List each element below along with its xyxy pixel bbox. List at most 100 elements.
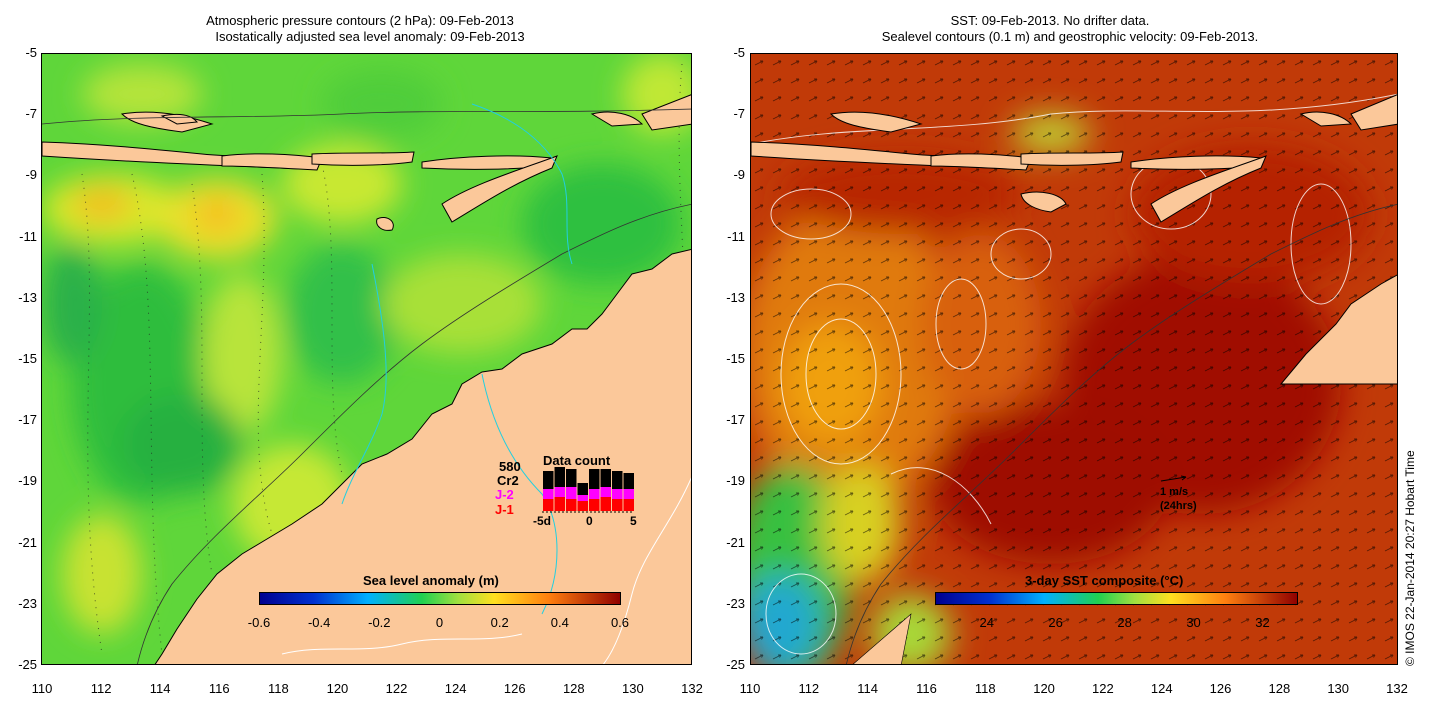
velocity-scale-note: (24hrs) <box>1160 500 1197 512</box>
latitude-label: -9 <box>733 167 745 183</box>
longitude-label: 130 <box>622 681 644 696</box>
histogram-bar-segment <box>589 489 600 499</box>
longitude-label: 122 <box>1092 681 1114 696</box>
longitude-label: 120 <box>326 681 349 696</box>
data-count-sat-j1: J-1 <box>495 502 514 517</box>
velocity-scale-value: 1 m/s <box>1160 486 1189 498</box>
left-title-line1: Atmospheric pressure contours (2 hPa): 0… <box>206 13 514 28</box>
sea-level-map-graphic <box>42 54 691 664</box>
latitude-label: -21 <box>18 534 37 550</box>
histogram-bar-segment <box>554 467 565 487</box>
data-count-sat-j2: J-2 <box>495 487 514 502</box>
latitude-label: -15 <box>726 351 745 366</box>
longitude-label: 128 <box>1268 681 1291 696</box>
velocity-scale-arrow <box>1160 475 1187 482</box>
right-title-line1: SST: 09-Feb-2013. No drifter data. <box>950 13 1150 28</box>
histogram-bar-segment <box>589 469 600 489</box>
latitude-label: -19 <box>726 473 745 489</box>
sla-colorbar <box>259 592 621 605</box>
sst-colorbar <box>935 592 1298 605</box>
colorbar-tick-label: 30 <box>1186 615 1201 630</box>
latitude-label: -21 <box>726 534 745 550</box>
longitude-label: 132 <box>681 681 703 696</box>
latitude-label: -23 <box>726 595 745 611</box>
latitude-label: -23 <box>18 595 37 611</box>
histogram-bar-segment <box>623 473 634 489</box>
longitude-label: 112 <box>90 681 112 696</box>
histogram-bar-segment <box>543 471 554 489</box>
colorbar-tick-label: 28 <box>1117 615 1132 630</box>
data-count-total: 580 <box>499 459 521 474</box>
histogram-bar-segment <box>612 489 623 499</box>
histogram-bar-segment <box>612 499 623 511</box>
sea-level-anomaly-map <box>41 53 692 665</box>
longitude-label: 126 <box>1209 681 1232 696</box>
histogram-bar-segment <box>600 487 611 497</box>
latitude-label: -13 <box>726 289 745 305</box>
data-count-sat-cr2: Cr2 <box>497 473 519 488</box>
histogram-bar-segment <box>554 487 565 497</box>
colorbar-tick-label: 32 <box>1255 615 1270 630</box>
longitude-label: 118 <box>974 681 996 696</box>
colorbar-tick-label: -0.4 <box>307 615 331 630</box>
longitude-label: 110 <box>31 681 53 696</box>
longitude-label: 114 <box>149 681 171 696</box>
histogram-bar-segment <box>554 497 565 511</box>
latitude-label: -17 <box>726 412 745 428</box>
histogram-bar-segment <box>543 499 554 511</box>
latitude-label: -25 <box>18 657 37 672</box>
histogram-bar-segment <box>566 499 577 511</box>
colorbar-tick-label: -0.6 <box>247 615 271 630</box>
data-count-x-label: 5 <box>630 514 637 528</box>
latitude-label: -5 <box>25 45 37 60</box>
data-count-histogram <box>542 467 634 513</box>
longitude-label: 116 <box>208 681 230 696</box>
latitude-label: -7 <box>25 106 37 122</box>
longitude-label: 120 <box>1033 681 1055 696</box>
sst-map-graphic <box>751 54 1397 664</box>
histogram-bar-segment <box>577 495 588 501</box>
longitude-label: 122 <box>385 681 408 696</box>
longitude-label: 132 <box>1386 681 1408 696</box>
histogram-bar-segment <box>577 483 588 495</box>
histogram-bar-segment <box>577 501 588 511</box>
colorbar-tick-label: 0 <box>435 615 444 630</box>
longitude-label: 116 <box>916 681 937 696</box>
longitude-label: 124 <box>1150 681 1173 696</box>
latitude-label: -7 <box>733 106 745 122</box>
data-count-x-label: 0 <box>586 514 593 528</box>
colorbar-tick-label: 26 <box>1048 615 1063 630</box>
colorbar-tick-label: -0.2 <box>368 615 391 630</box>
latitude-label: -17 <box>18 412 37 428</box>
latitude-label: -9 <box>25 167 37 183</box>
longitude-label: 124 <box>444 681 467 696</box>
histogram-bar-segment <box>566 487 577 499</box>
latitude-label: -15 <box>18 351 37 366</box>
histogram-bar-segment <box>623 499 634 511</box>
imos-credit: © IMOS 22-Jan-2014 20:27 Hobart Time <box>1403 450 1417 666</box>
latitude-label: -11 <box>19 228 37 244</box>
sst-map <box>750 53 1398 665</box>
latitude-label: -19 <box>18 473 37 489</box>
colorbar-tick-label: 0.4 <box>550 615 569 630</box>
histogram-bar-segment <box>600 497 611 511</box>
histogram-bar-segment <box>612 471 623 489</box>
longitude-label: 128 <box>562 681 585 696</box>
colorbar-tick-label: 24 <box>979 615 994 630</box>
left-title-line2: Isostatically adjusted sea level anomaly… <box>215 29 525 44</box>
sla-colorbar-label: Sea level anomaly (m) <box>363 573 499 588</box>
longitude-label: 110 <box>739 681 761 696</box>
right-title-line2: Sealevel contours (0.1 m) and geostrophi… <box>881 29 1259 44</box>
histogram-bar-segment <box>600 469 611 487</box>
longitude-label: 126 <box>503 681 526 696</box>
data-count-title: Data count <box>543 453 611 468</box>
longitude-label: 130 <box>1327 681 1350 696</box>
longitude-label: 112 <box>798 681 820 696</box>
histogram-bar-segment <box>589 499 600 511</box>
histogram-bar-segment <box>543 489 554 499</box>
latitude-label: -11 <box>727 228 745 244</box>
latitude-label: -5 <box>733 45 745 60</box>
data-count-x-label: -5d <box>533 514 551 528</box>
sst-colorbar-label: 3-day SST composite (°C) <box>1025 573 1184 588</box>
latitude-label: -13 <box>18 289 37 305</box>
